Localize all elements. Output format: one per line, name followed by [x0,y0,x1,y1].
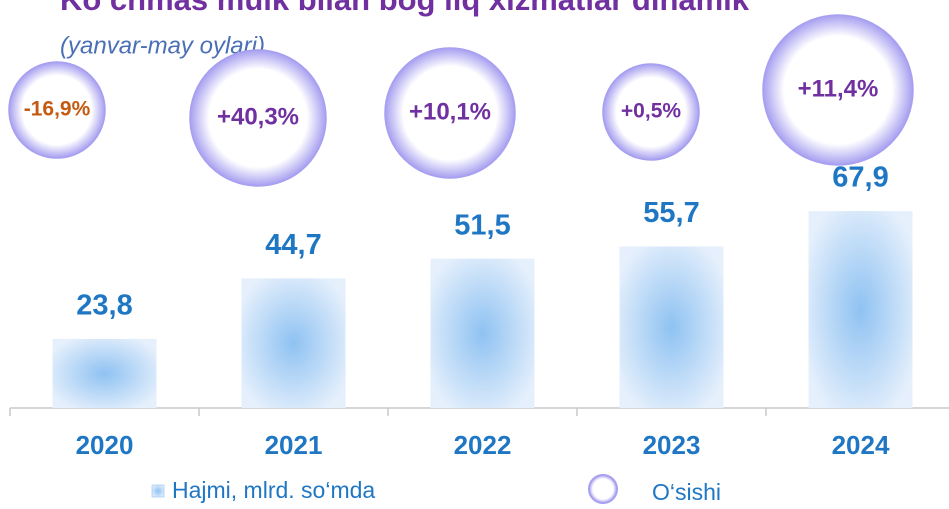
legend-label: Hajmi, mlrd. so‘mda [172,477,375,503]
bar [808,211,913,408]
growth-label: +11,4% [798,75,879,102]
value-label: 67,9 [832,162,888,194]
bar [619,246,724,408]
x-tick-label: 2024 [832,430,890,460]
growth-bubble [8,61,106,159]
x-tick-label: 2020 [76,430,134,460]
value-label: 23,8 [76,290,132,322]
value-label: 51,5 [454,209,510,241]
chart-title: Ko‘chmas mulk bilan bog‘liq xizmatlar di… [60,0,750,17]
chart-subtitle: (yanvar-may oylari) [60,32,265,59]
value-label: 55,7 [643,197,699,229]
legend-swatch [588,474,618,504]
growth-label: +10,1% [409,98,491,125]
growth-label: -16,9% [24,98,91,121]
x-tick-label: 2021 [265,430,323,460]
growth-label: +40,3% [217,103,299,130]
growth-label: +0,5% [621,100,681,123]
growth-bubble [762,14,914,166]
legend-label: O‘sishi [652,479,721,505]
x-tick-label: 2022 [454,430,512,460]
growth-bubble [602,63,700,161]
bar [52,338,157,408]
bar [430,258,535,408]
value-label: 44,7 [265,229,321,261]
legend-swatch [151,484,165,498]
x-tick-label: 2023 [643,430,701,460]
growth-bubble [384,47,516,179]
bar [241,278,346,408]
growth-bubble [189,49,327,187]
